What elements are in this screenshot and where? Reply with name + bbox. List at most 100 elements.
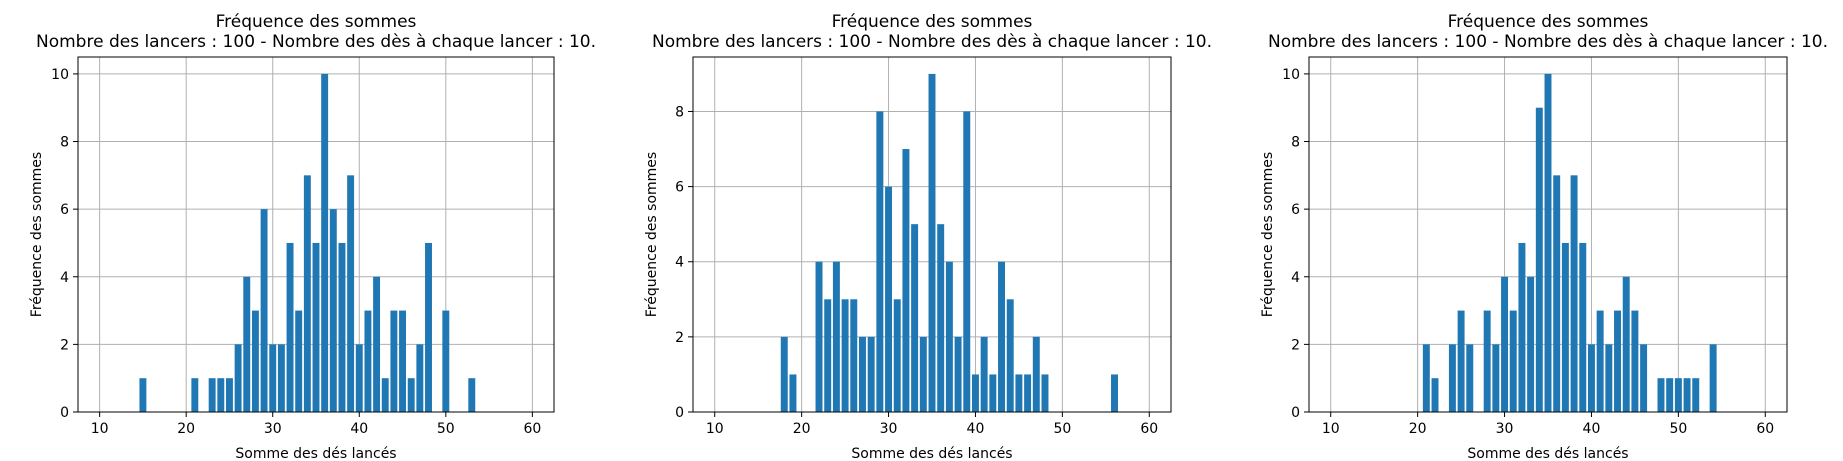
y-axis-label: Fréquence des sommes (29, 152, 45, 317)
x-tick-label: 40 (1583, 421, 1601, 437)
y-tick-label: 10 (1282, 67, 1300, 83)
bar (893, 299, 901, 412)
gridlines (78, 57, 554, 413)
chart-title: Fréquence des sommes (216, 12, 417, 32)
bar (971, 374, 979, 412)
bar (373, 276, 381, 412)
bar (312, 242, 320, 412)
bar (850, 299, 858, 412)
bar (1614, 310, 1622, 412)
bar (286, 242, 294, 412)
bar (876, 111, 884, 413)
y-tick-label: 2 (60, 337, 69, 353)
bar (911, 224, 919, 412)
bar (1466, 344, 1474, 412)
y-tick-label: 0 (60, 405, 69, 421)
bar (1032, 336, 1040, 412)
x-tick-label: 20 (793, 421, 811, 437)
bar (1006, 299, 1014, 412)
bar (390, 310, 398, 412)
bar (407, 378, 415, 412)
y-axis-label: Fréquence des sommes (644, 152, 660, 317)
bar (1683, 378, 1691, 412)
bar (1535, 107, 1543, 412)
y-tick-label: 4 (1291, 270, 1300, 286)
y-tick-label: 4 (60, 270, 69, 286)
x-tick-label: 40 (350, 421, 368, 437)
y-tick-label: 8 (1291, 135, 1300, 151)
bar (867, 336, 875, 412)
bars (780, 73, 1118, 413)
bar (1457, 310, 1465, 412)
y-tick-label: 0 (1291, 405, 1300, 421)
bar (191, 378, 199, 412)
bar (217, 378, 225, 412)
bar (902, 149, 910, 412)
x-tick-label: 20 (177, 421, 195, 437)
x-axis-label: Somme des dés lancés (235, 446, 396, 461)
chart-title: Fréquence des sommes (1448, 12, 1649, 32)
bar (208, 378, 216, 412)
bar (260, 209, 268, 412)
bar (928, 73, 936, 413)
x-tick-label: 10 (91, 421, 109, 437)
bar (251, 310, 259, 412)
chart-subtitle: Nombre des lancers : 100 - Nombre des dè… (1268, 32, 1828, 52)
bar (225, 378, 233, 412)
x-tick-label: 40 (967, 421, 985, 437)
bar (815, 261, 823, 412)
bar (1041, 374, 1049, 412)
plot-frame (692, 56, 1172, 413)
x-tick-label: 50 (437, 421, 455, 437)
bar (1666, 378, 1674, 412)
x-tick-label: 60 (1140, 421, 1158, 437)
chart-subtitle: Nombre des lancers : 100 - Nombre des dè… (36, 32, 596, 52)
bar (416, 344, 424, 412)
bar (442, 310, 450, 412)
bars (139, 73, 476, 413)
bar (355, 344, 363, 412)
bar (1527, 276, 1535, 412)
bar (1631, 310, 1639, 412)
y-tick-label: 6 (1291, 202, 1300, 218)
bar (789, 374, 797, 412)
x-tick-label: 30 (880, 421, 898, 437)
bar (1692, 378, 1700, 412)
x-tick-label: 60 (523, 421, 541, 437)
bar (1657, 378, 1665, 412)
bar (998, 261, 1006, 412)
bar (303, 175, 311, 412)
y-tick-label: 6 (675, 180, 684, 196)
bar (989, 374, 997, 412)
bar (954, 336, 962, 412)
bar (1518, 242, 1526, 412)
bar (1553, 175, 1561, 412)
bar (295, 310, 303, 412)
chart-title: Fréquence des sommes (832, 12, 1033, 32)
plot-frame (77, 56, 555, 413)
bar (841, 299, 849, 412)
bar (1509, 310, 1517, 412)
bar (234, 344, 242, 412)
bar (1640, 344, 1648, 412)
bar (347, 175, 355, 412)
bar (980, 336, 988, 412)
x-tick-label: 30 (264, 421, 282, 437)
bar (321, 73, 329, 413)
bar (364, 310, 372, 412)
bar (1111, 374, 1118, 412)
bar (338, 242, 346, 412)
y-tick-label: 10 (51, 67, 69, 83)
x-axis-label: Somme des dés lancés (851, 446, 1012, 461)
bar (1561, 242, 1569, 412)
bar (1492, 344, 1500, 412)
bar (1587, 344, 1595, 412)
bar (1622, 276, 1630, 412)
y-tick-label: 8 (675, 104, 684, 120)
bar (885, 186, 893, 412)
bar (1448, 344, 1456, 412)
bar (468, 378, 476, 412)
